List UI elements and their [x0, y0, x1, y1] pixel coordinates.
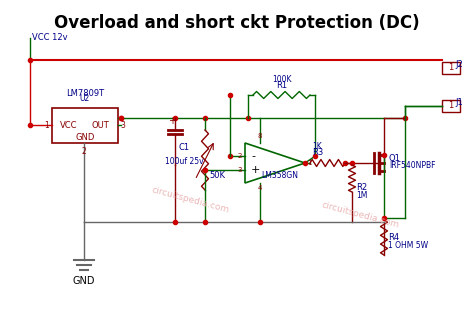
- Text: 1K: 1K: [312, 142, 322, 151]
- Text: 1: 1: [448, 101, 454, 110]
- Text: 100uf 25v: 100uf 25v: [165, 157, 204, 166]
- Text: Overload and short ckt Protection (DC): Overload and short ckt Protection (DC): [54, 14, 420, 32]
- Text: VCC: VCC: [60, 121, 78, 130]
- Text: 1M: 1M: [356, 192, 367, 201]
- Bar: [442, 100, 460, 112]
- Text: U2: U2: [80, 94, 90, 103]
- Text: GND: GND: [75, 132, 95, 141]
- Text: 2: 2: [82, 147, 86, 156]
- Text: Q1: Q1: [389, 153, 401, 162]
- Text: C1: C1: [179, 144, 190, 153]
- Text: VCC 12v: VCC 12v: [32, 33, 68, 42]
- Text: 3: 3: [120, 121, 125, 130]
- Text: 50K: 50K: [209, 170, 225, 179]
- Text: R2: R2: [356, 184, 367, 193]
- Text: 100K: 100K: [272, 75, 291, 84]
- Text: circuitspedia.com: circuitspedia.com: [320, 200, 400, 230]
- Text: OUT: OUT: [92, 121, 110, 130]
- Text: R4: R4: [388, 232, 399, 241]
- Text: J1: J1: [455, 98, 463, 107]
- Text: -: -: [251, 151, 255, 161]
- Text: +: +: [251, 165, 260, 175]
- Text: 2: 2: [237, 153, 242, 159]
- Text: 3: 3: [237, 167, 242, 173]
- Text: R3: R3: [312, 148, 323, 157]
- Bar: [52, 108, 118, 143]
- Text: 1: 1: [448, 64, 454, 73]
- Text: LM7809T: LM7809T: [66, 89, 104, 98]
- Text: 8: 8: [258, 133, 262, 139]
- Text: circuitspedia.com: circuitspedia.com: [150, 185, 230, 215]
- Text: 4: 4: [258, 185, 262, 191]
- Text: IRF540NPBF: IRF540NPBF: [389, 161, 436, 170]
- Bar: [442, 62, 460, 74]
- Text: GND: GND: [73, 276, 95, 286]
- Text: LM358GN: LM358GN: [262, 170, 299, 179]
- Text: J2: J2: [455, 60, 463, 69]
- Text: +: +: [168, 116, 176, 126]
- Text: 1: 1: [307, 160, 311, 166]
- Text: R1: R1: [276, 81, 287, 90]
- Text: 1: 1: [44, 121, 49, 130]
- Text: 1 OHM 5W: 1 OHM 5W: [388, 241, 428, 250]
